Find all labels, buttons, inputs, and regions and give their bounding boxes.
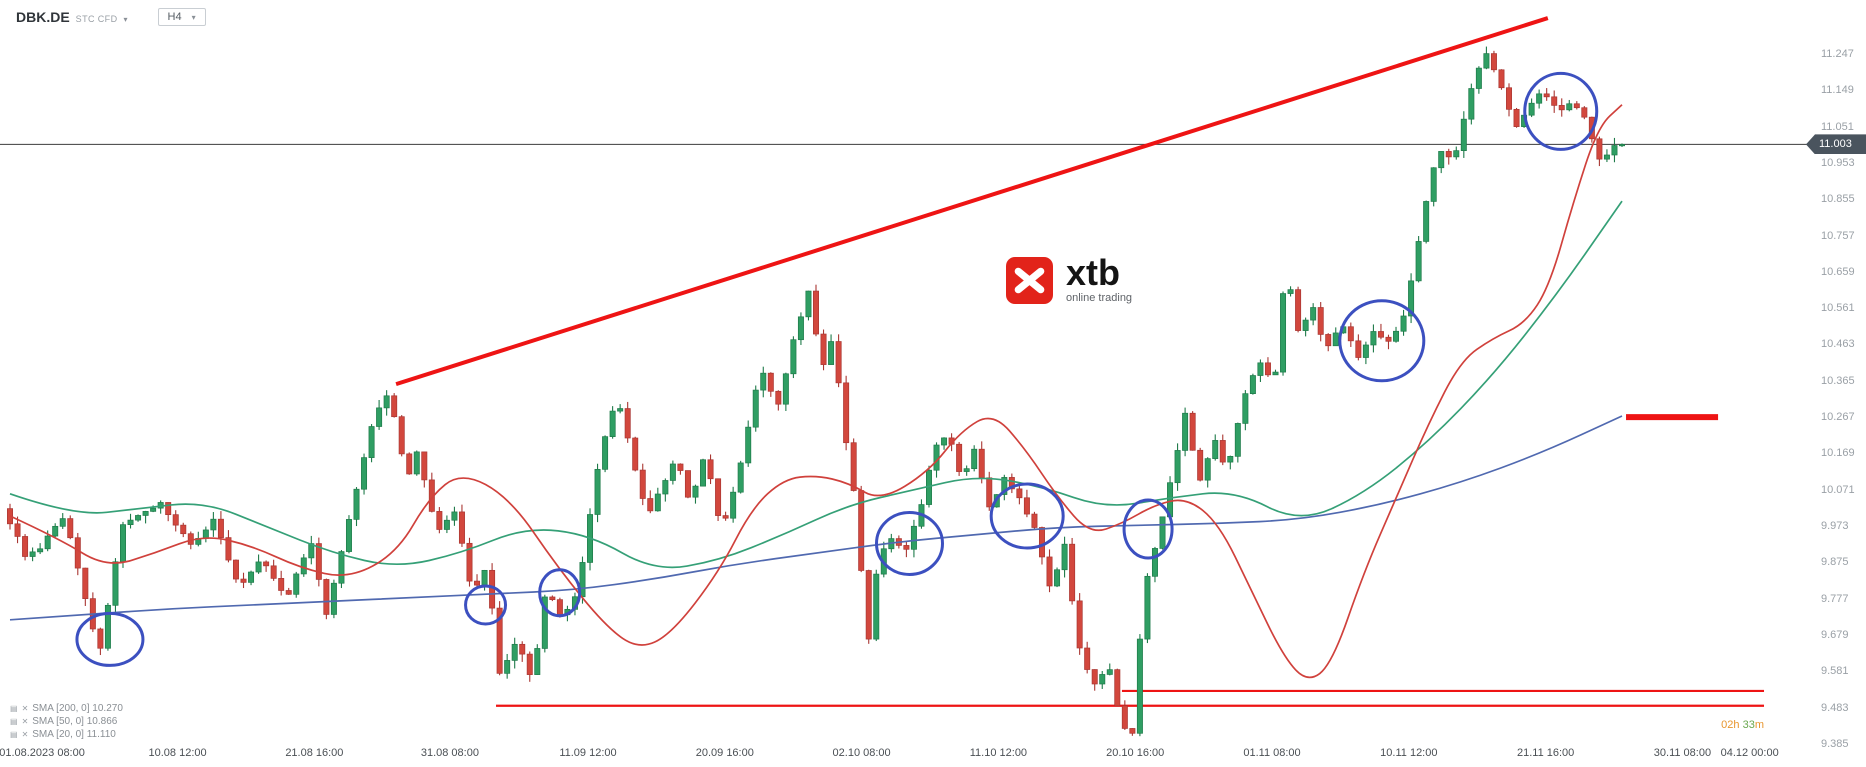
price-axis-label: 10.953 [1821,156,1855,169]
indicator-settings-icon[interactable]: ▤ [10,703,18,713]
current-price-value: 11.003 [1819,138,1852,151]
xtb-wordmark: xtb online trading [1066,252,1133,305]
highlight-circle[interactable] [874,510,944,576]
price-axis-label: 9.385 [1821,737,1849,750]
chevron-down-icon: ▾ [191,12,196,22]
indicator-remove-icon[interactable]: ✕ [21,703,29,713]
xtb-brand-text: xtb [1066,252,1120,293]
highlight-circle[interactable] [989,482,1065,550]
xtb-logo-icon [1006,256,1053,304]
indicator-label: SMA [20, 0] 11.110 [32,729,116,740]
highlight-circle[interactable] [538,568,582,618]
xtb-watermark: xtb online trading [1006,252,1133,305]
price-axis-label: 10.855 [1821,193,1855,206]
highlight-circle[interactable] [1338,299,1426,383]
candle-countdown: 02h 33m [1624,719,1764,731]
indicator-legend-row: ▤ ✕ SMA [50, 0] 10.866 [10,715,123,728]
indicator-legend-row: ▤ ✕ SMA [20, 0] 11.110 [10,728,123,741]
indicator-legend-row: ▤ ✕ SMA [200, 0] 10.270 [10,702,123,715]
countdown-text: m [1754,719,1764,731]
instrument-type-label: STC CFD [75,14,118,24]
highlight-circle[interactable] [75,611,145,667]
price-axis-label: 10.561 [1821,302,1855,315]
candlestick-chart[interactable] [0,0,1812,767]
price-axis-label: 11.051 [1821,120,1854,133]
sma-line-20[interactable] [9,104,1623,679]
highlight-circle[interactable] [1523,71,1599,151]
symbol-name: DBK.DE [16,9,70,25]
sma-line-200[interactable] [9,415,1623,621]
price-axis-label: 9.679 [1821,628,1849,641]
indicator-label: SMA [200, 0] 10.270 [32,703,123,714]
price-axis-label: 10.267 [1821,411,1855,424]
price-axis-label: 11.149 [1821,84,1854,97]
price-axis-label: 10.757 [1821,229,1855,242]
price-axis-label: 10.365 [1821,374,1855,387]
trendline-annotation[interactable] [395,16,1549,387]
indicator-settings-icon[interactable]: ▤ [10,729,18,739]
indicator-legend: ▤ ✕ SMA [200, 0] 10.270 ▤ ✕ SMA [50, 0] 10.86… [10,702,123,741]
price-axis-label: 9.483 [1821,701,1849,714]
candles [7,46,1625,737]
xtb-tagline: online trading [1066,292,1133,305]
price-axis-label: 9.875 [1821,556,1849,569]
price-axis-label: 9.777 [1821,592,1849,605]
sma-line-50[interactable] [9,200,1623,569]
current-price-badge: 11.003 [1806,134,1866,155]
countdown-text: 02h [1721,719,1743,731]
countdown-text: 33 [1742,719,1755,731]
price-axis-label: 10.169 [1821,447,1855,460]
timeframe-value: H4 [167,11,182,23]
chart-toolbar: DBK.DE STC CFD ▾ H4 ▾ [16,8,206,26]
price-axis-label: 10.463 [1821,338,1855,351]
chevron-down-icon: ▾ [123,15,128,24]
indicator-remove-icon[interactable]: ✕ [21,716,29,726]
price-axis-label: 9.973 [1821,520,1849,533]
price-axis-label: 9.581 [1821,665,1849,678]
timeframe-selector[interactable]: H4 ▾ [157,8,206,26]
highlight-circle[interactable] [1122,498,1174,560]
symbol-selector[interactable]: DBK.DE STC CFD ▾ [16,9,128,25]
highlight-circle[interactable] [464,584,508,626]
price-axis-label: 11.247 [1821,47,1854,60]
price-axis-label: 10.071 [1821,483,1855,496]
indicator-label: SMA [50, 0] 10.866 [32,716,118,727]
indicator-settings-icon[interactable]: ▤ [10,716,18,726]
price-axis-label: 10.659 [1821,265,1855,278]
indicator-remove-icon[interactable]: ✕ [21,729,29,739]
